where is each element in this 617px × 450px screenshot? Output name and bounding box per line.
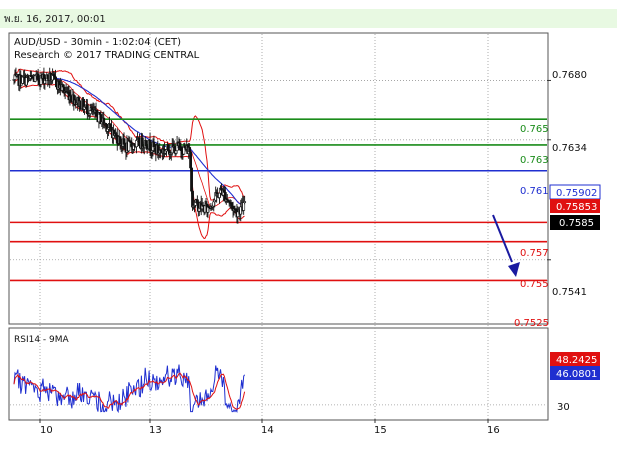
bollinger-lower bbox=[13, 78, 245, 240]
y-tick-0: 0.7680 bbox=[552, 70, 587, 81]
rsi-lines bbox=[13, 364, 246, 414]
rsi-panel bbox=[8, 327, 549, 421]
forecast-arrow bbox=[492, 214, 520, 277]
x-tick-0: 10 bbox=[40, 425, 53, 436]
x-tick-2: 14 bbox=[261, 425, 274, 436]
level-label-0: 0.765 bbox=[520, 124, 549, 135]
y-tick-2: 0.7541 bbox=[552, 287, 587, 298]
level-label-4: 0.755 bbox=[520, 279, 549, 290]
x-tick-3: 15 bbox=[374, 425, 387, 436]
price-tag-2: 0.7585 bbox=[550, 215, 600, 230]
date-bar: พ.ย. 16, 2017, 00:01 bbox=[0, 9, 617, 28]
x-tick-4: 16 bbox=[487, 425, 500, 436]
price-panel bbox=[8, 32, 549, 325]
gridlines bbox=[10, 34, 551, 423]
chart-date: พ.ย. 16, 2017, 00:01 bbox=[4, 14, 106, 25]
price-tag-0-label: 0.75902 bbox=[556, 188, 597, 199]
chart-title: AUD/USD - 30min - 1:02:04 (CET) bbox=[14, 37, 181, 48]
rsi-tag-0: 48.2425 bbox=[550, 352, 600, 366]
price-tag-2-label: 0.7585 bbox=[559, 218, 594, 229]
rsi-tag-1: 46.0801 bbox=[550, 366, 600, 380]
rsi-tag-0-label: 48.2425 bbox=[556, 355, 597, 366]
rsi-title: RSI14 - 9MA bbox=[14, 335, 70, 345]
rsi-y-tick: 30 bbox=[557, 402, 570, 413]
candle-body bbox=[243, 201, 247, 203]
candle-body bbox=[144, 140, 148, 147]
x-tick-1: 13 bbox=[149, 425, 162, 436]
candlesticks bbox=[12, 67, 247, 224]
level-label-2: 0.761 bbox=[520, 186, 549, 197]
price-tag-1-label: 0.75853 bbox=[556, 202, 597, 213]
price-tag-0: 0.75902 bbox=[549, 184, 601, 200]
rsi-9ma-line bbox=[13, 372, 246, 411]
candle-body bbox=[85, 104, 89, 115]
level-label-3: 0.757 bbox=[520, 248, 549, 259]
rsi14-line bbox=[13, 364, 246, 414]
level-label-1: 0.763 bbox=[520, 155, 549, 166]
chart-subtitle: Research © 2017 TRADING CENTRAL bbox=[14, 50, 200, 61]
y-tick-1: 0.7634 bbox=[552, 143, 587, 154]
level-label-5: 0.7525 bbox=[514, 318, 549, 329]
rsi-tag-1-label: 46.0801 bbox=[556, 369, 597, 380]
candle-body bbox=[190, 167, 193, 192]
price-tag-1: 0.75853 bbox=[550, 199, 600, 213]
